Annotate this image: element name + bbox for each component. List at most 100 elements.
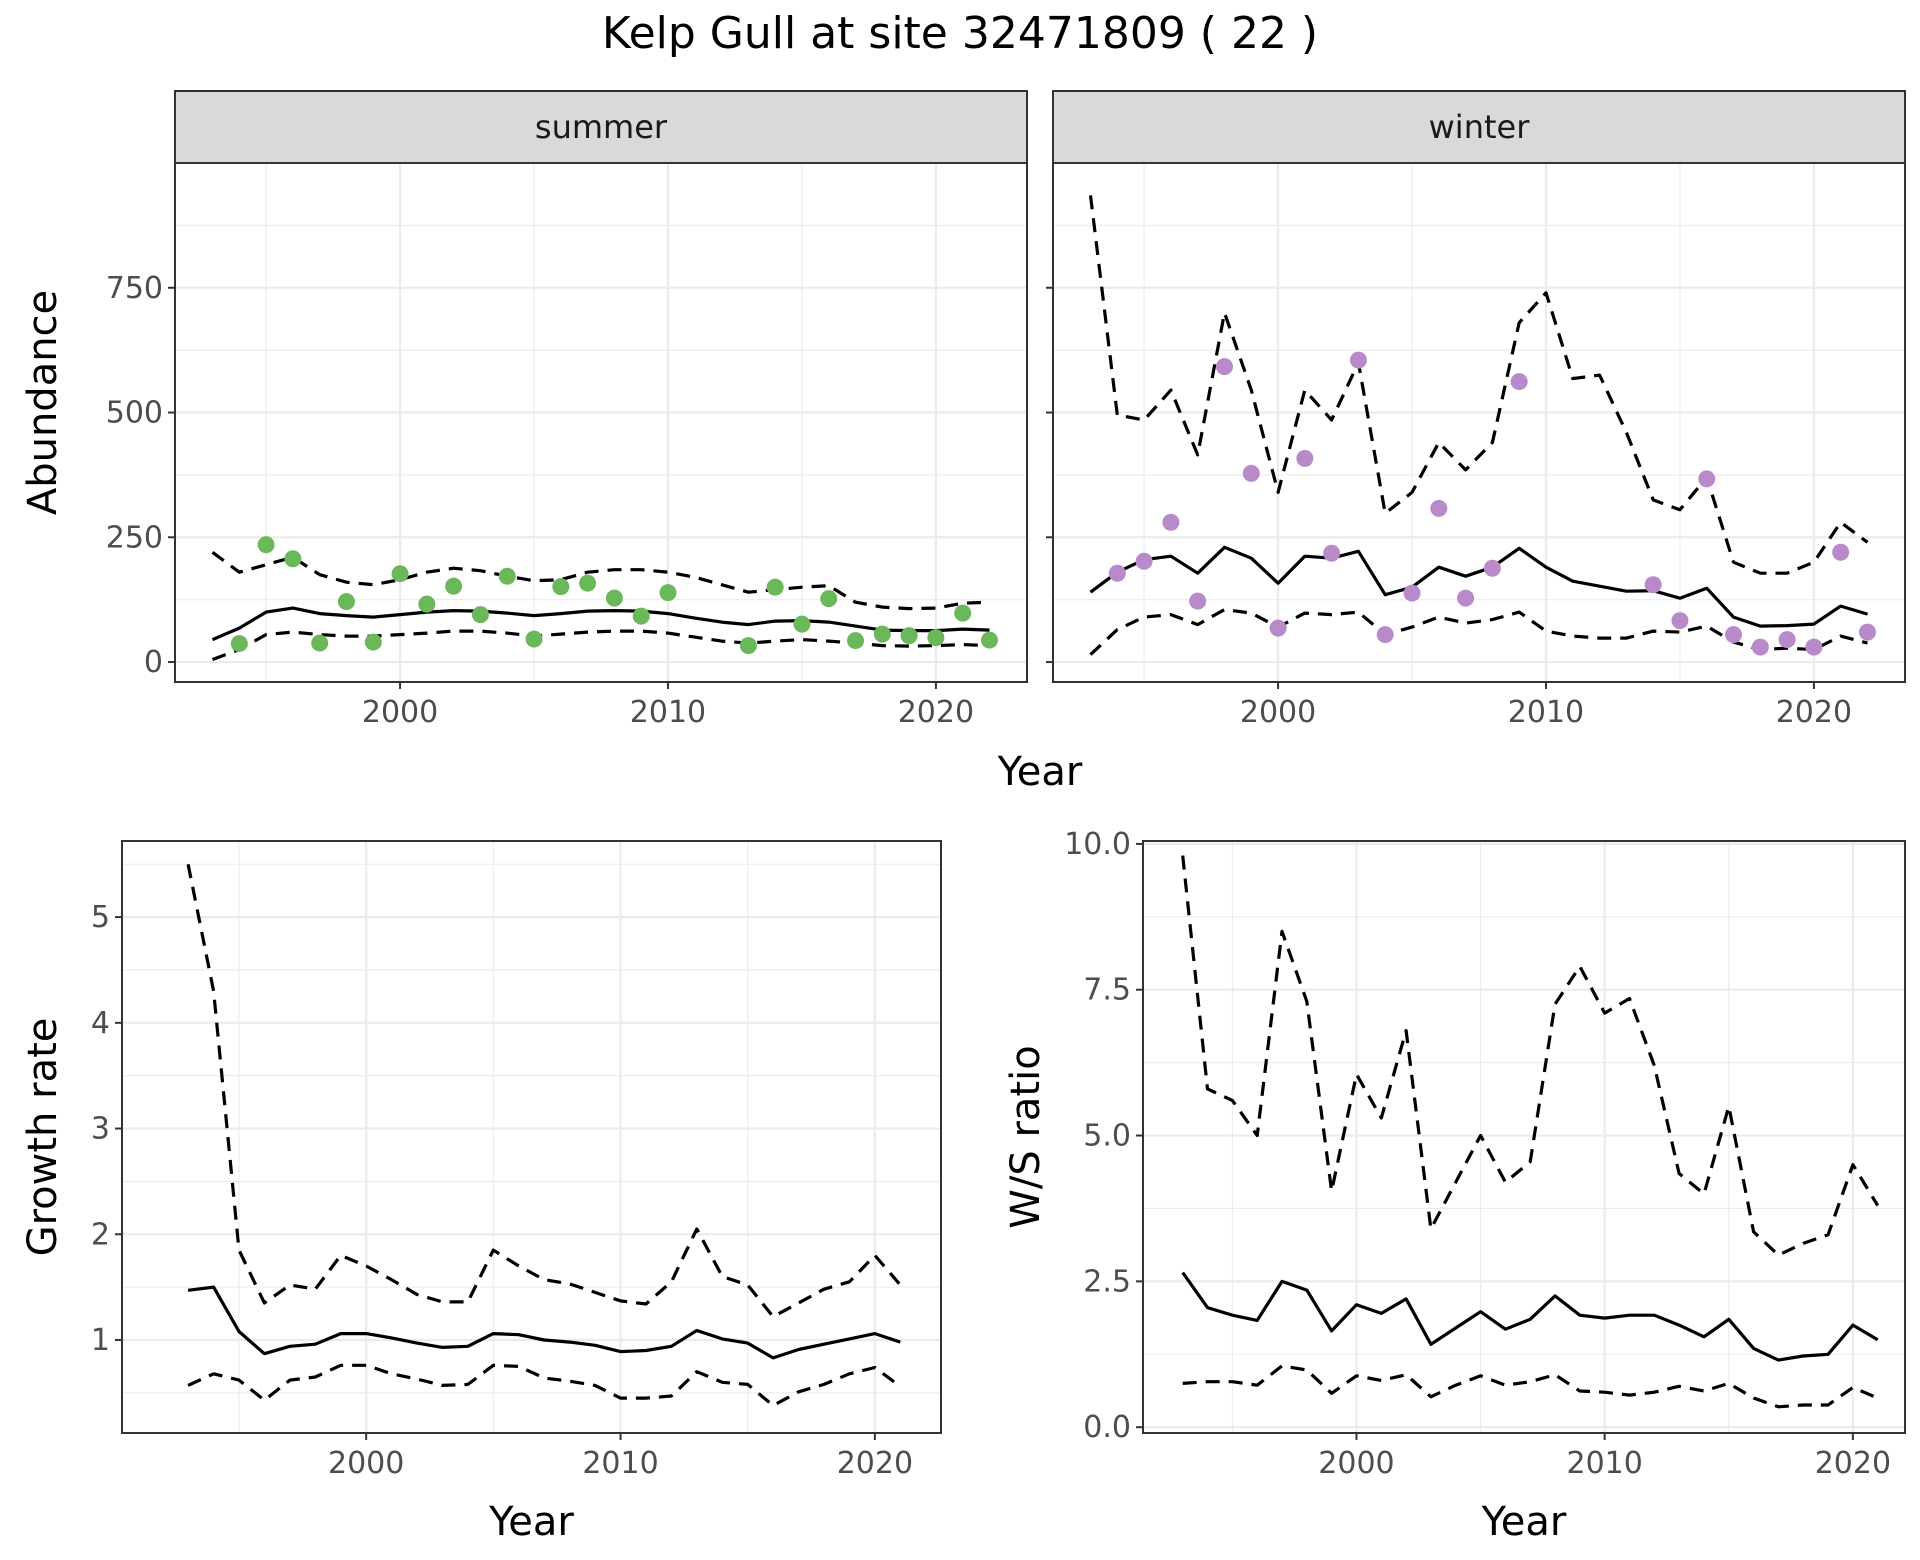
y-tick-label: 10.0 [1064,827,1131,862]
data-point-summer [739,637,757,655]
data-point-winter [1296,449,1314,467]
data-point-winter [1725,626,1743,644]
data-point-summer [793,615,811,633]
y-tick-label: 5 [91,900,110,935]
y-axis-title: W/S ratio [1003,1045,1049,1228]
interval-line-summer-1 [211,551,990,611]
panel-border [174,162,1028,683]
data-point-winter [1215,358,1233,376]
data-point-summer [337,593,355,611]
facet-strip [1052,90,1906,164]
facet-strip-label: summer [535,108,668,146]
interval-line-winter-1 [1088,195,1869,575]
x-tick-label: 2000 [1318,1446,1394,1481]
x-tick-label: 2020 [898,695,974,730]
x-tick-label: 2020 [837,1446,913,1481]
estimate-line-ratio-0 [1181,1271,1879,1362]
data-point-winter [1510,373,1528,391]
data-point-winter [1189,592,1207,610]
data-point-summer [498,567,516,585]
data-point-winter [1778,631,1796,649]
x-tick-label: 2010 [582,1446,658,1481]
data-point-winter [1269,619,1287,637]
data-point-summer [257,536,275,554]
data-point-winter [1403,584,1421,602]
y-tick-label: 1 [91,1323,110,1358]
x-tick-label: 2020 [1815,1446,1891,1481]
y-tick-label: 7.5 [1083,973,1131,1008]
data-point-summer [605,589,623,607]
data-point-winter [1162,513,1180,531]
y-tick-label: 0 [144,645,163,680]
data-point-winter [1376,626,1394,644]
data-point-summer [847,632,865,650]
data-point-winter [1644,576,1662,594]
interval-line-growth-1 [186,863,902,1319]
data-point-summer [873,625,891,643]
data-point-summer [230,635,248,653]
x-tick-label: 2020 [1776,695,1852,730]
data-point-winter [1805,638,1823,656]
interval-line-summer-2 [211,629,990,662]
x-axis-title: Year [1481,1499,1567,1545]
data-point-winter [1457,589,1475,607]
y-tick-label: 250 [106,520,163,555]
estimate-line-winter-0 [1089,545,1868,628]
data-point-summer [820,590,838,608]
x-tick-label: 2010 [1566,1446,1642,1481]
data-point-summer [525,630,543,648]
data-point-winter [1483,559,1501,577]
data-point-summer [284,550,302,568]
data-point-winter [1671,612,1689,630]
interval-line-ratio-1 [1181,855,1880,1257]
winter-panel: winter 2000 2010 2020 [1046,90,1906,730]
data-point-summer [927,629,945,647]
growth-rate-panel: 2000 2010 2020 1 2 3 4 5 Growth rate Year [20,840,942,1545]
data-point-summer [766,578,784,596]
x-tick-label: 2000 [1240,695,1316,730]
data-point-summer [579,574,597,592]
plot-title: Kelp Gull at site 32471809 ( 22 ) [602,8,1318,59]
x-tick-label: 2000 [328,1446,404,1481]
y-tick-label: 5.0 [1083,1119,1131,1154]
facet-strip-label: winter [1429,108,1531,146]
interval-line-ratio-2 [1182,1364,1879,1409]
data-point-summer [659,584,677,602]
data-point-summer [391,565,409,583]
top-x-axis-title: Year [997,749,1083,795]
data-point-winter [1751,638,1769,656]
x-tick-label: 2010 [630,695,706,730]
data-point-summer [364,633,382,651]
interval-line-winter-2 [1089,608,1868,656]
data-point-summer [900,627,918,645]
summer-panel: summer 2000 2010 2020 0 250 500 750 Abundance [20,90,1028,730]
data-point-winter [1832,543,1850,561]
data-point-summer [311,634,329,652]
interval-line-growth-2 [187,1363,902,1408]
y-tick-label: 4 [91,1006,110,1041]
y-tick-label: 500 [106,396,163,431]
estimate-line-summer-0 [211,606,990,642]
data-point-winter [1858,623,1876,641]
y-axis-title: Growth rate [20,1018,66,1257]
panel-border [1142,840,1906,1434]
y-tick-label: 2 [91,1217,110,1252]
y-tick-label: 2.5 [1083,1264,1131,1299]
estimate-line-growth-0 [187,1285,901,1360]
facet-strip [174,90,1028,164]
ws-ratio-panel: 2000 2010 2020 0.0 2.5 5.0 7.5 10.0 W/S ratio Yea… [1003,827,1906,1545]
y-tick-label: 3 [91,1112,110,1147]
data-point-winter [1430,499,1448,517]
data-point-summer [445,577,463,595]
panel-border [121,840,942,1434]
data-point-winter [1135,552,1153,570]
x-tick-label: 2000 [362,695,438,730]
data-point-winter [1349,351,1367,369]
data-point-summer [418,595,436,613]
data-point-summer [980,631,998,649]
data-point-winter [1323,544,1341,562]
data-point-summer [632,607,650,625]
x-tick-label: 2010 [1508,695,1584,730]
panel-border [1052,162,1906,683]
